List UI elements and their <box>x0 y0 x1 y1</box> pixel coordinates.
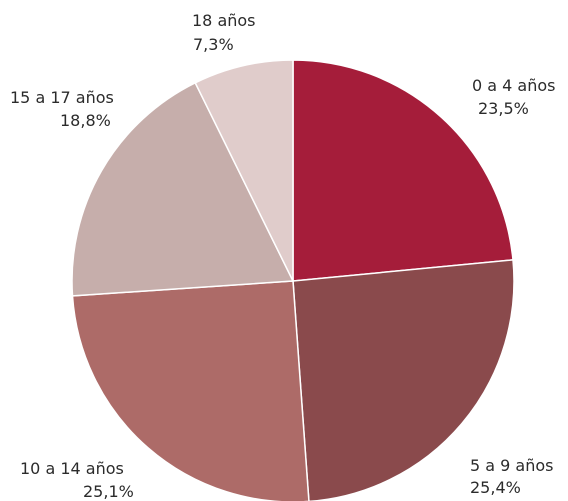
slice-label-0-4: 0 a 4 años <box>472 76 556 95</box>
slice-value-0-4: 23,5% <box>478 99 529 118</box>
slice-value-5-9: 25,4% <box>470 478 521 497</box>
slice-18-anos <box>194 59 294 282</box>
slice-label-10-14: 10 a 14 años <box>20 459 124 478</box>
slice-label-18: 18 años <box>192 11 256 30</box>
pie-slices <box>71 59 515 501</box>
slice-5-9-anos <box>292 259 515 501</box>
slice-value-10-14: 25,1% <box>83 482 134 501</box>
slice-10-14-anos <box>71 280 310 501</box>
slice-label-15-17: 15 a 17 años <box>10 88 114 107</box>
slice-15-17-anos <box>71 81 295 297</box>
slice-label-5-9: 5 a 9 años <box>470 456 554 475</box>
slice-0-4-anos <box>292 59 514 282</box>
slice-value-15-17: 18,8% <box>60 111 111 130</box>
slice-value-18: 7,3% <box>193 35 234 54</box>
